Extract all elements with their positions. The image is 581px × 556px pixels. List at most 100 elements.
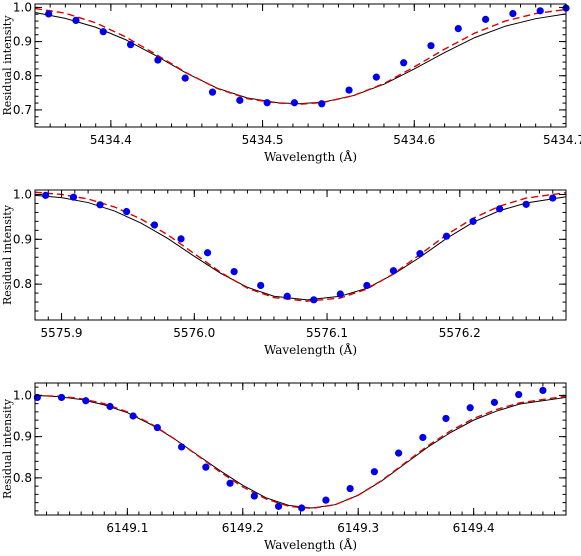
data-point xyxy=(236,96,244,104)
data-point xyxy=(283,292,291,300)
data-point xyxy=(263,99,271,107)
y-tick-label: 0.8 xyxy=(13,277,32,291)
data-point xyxy=(416,250,424,258)
data-point xyxy=(208,88,217,96)
y-tick-label: 0.9 xyxy=(13,430,32,444)
data-point xyxy=(226,479,234,487)
x-tick-label: 5576.2 xyxy=(439,326,481,340)
x-tick-label: 5575.9 xyxy=(41,326,83,340)
data-point xyxy=(298,504,306,512)
data-point xyxy=(129,412,137,420)
data-point xyxy=(427,42,435,50)
data-point xyxy=(99,28,107,36)
data-point xyxy=(346,485,354,493)
y-axis-label: Residual intensity xyxy=(1,204,14,305)
model-line-dashed xyxy=(34,191,567,302)
data-point xyxy=(45,10,53,18)
data-point xyxy=(126,41,135,49)
data-point xyxy=(395,449,403,457)
x-axis-label: Wavelength (Å) xyxy=(264,342,357,357)
x-tick-label: 5434.5 xyxy=(242,133,284,147)
y-tick-label: 0.9 xyxy=(13,232,32,246)
plot-frame xyxy=(34,382,567,516)
data-point xyxy=(419,433,427,442)
data-point xyxy=(203,249,212,257)
y-tick-label: 1.0 xyxy=(13,388,32,402)
data-point xyxy=(230,267,238,276)
data-point xyxy=(150,221,159,229)
x-tick-label: 5434.7 xyxy=(543,133,581,147)
y-axis-label: Residual intensity xyxy=(1,15,14,116)
data-point xyxy=(509,9,517,18)
model-line-dashed xyxy=(34,7,567,105)
x-tick-label: 6149.4 xyxy=(453,521,495,535)
data-point xyxy=(389,267,398,275)
data-point xyxy=(57,393,66,402)
model-line-solid xyxy=(34,12,567,105)
x-tick-label: 6149.1 xyxy=(106,521,148,535)
data-point xyxy=(549,194,557,202)
y-tick-label: 0.9 xyxy=(13,35,32,49)
data-point xyxy=(522,200,530,208)
data-point xyxy=(250,492,258,500)
data-point xyxy=(123,207,131,216)
chart-panel-3: 6149.1 6149.2 6149.3 6149.4 0.8 0.9 1.0 Wavelen… xyxy=(1,382,567,552)
data-point xyxy=(481,15,490,23)
data-point xyxy=(363,281,371,290)
y-axis-label: Residual intensity xyxy=(1,398,14,499)
plot-frame xyxy=(34,3,567,128)
data-point xyxy=(515,390,523,399)
data-point xyxy=(442,232,451,240)
data-point xyxy=(372,73,380,81)
data-point xyxy=(42,191,50,199)
data-point xyxy=(290,99,299,107)
chart-panel-2: 5575.9 5576.0 5576.1 5576.2 0.8 0.9 1.0 Wavelen… xyxy=(1,187,567,357)
x-axis-label: Wavelength (Å) xyxy=(264,149,357,164)
x-tick-label: 5434.6 xyxy=(393,133,435,147)
data-point xyxy=(178,443,186,451)
data-point xyxy=(322,496,330,504)
data-point xyxy=(181,74,189,82)
data-point xyxy=(96,201,104,209)
x-tick-label: 6149.3 xyxy=(337,521,379,535)
data-point xyxy=(469,217,477,225)
x-tick-label: 5576.1 xyxy=(306,326,348,340)
data-point xyxy=(454,25,462,33)
data-point xyxy=(318,100,326,108)
data-point xyxy=(370,468,378,476)
y-tick-label: 0.7 xyxy=(13,103,32,117)
data-point xyxy=(202,463,210,471)
y-tick-label: 0.8 xyxy=(13,471,32,485)
y-tick-label: 1.0 xyxy=(13,0,32,14)
data-point xyxy=(82,397,90,405)
data-point xyxy=(336,290,344,298)
data-point xyxy=(539,386,547,395)
x-tick-label: 5576.0 xyxy=(173,326,215,340)
y-tick-label: 1.0 xyxy=(13,187,32,201)
model-line-dashed xyxy=(34,394,567,510)
data-point xyxy=(69,193,78,201)
data-point xyxy=(400,59,408,67)
y-tick-label: 0.8 xyxy=(13,69,32,83)
data-point xyxy=(466,404,474,412)
data-point xyxy=(496,205,504,213)
chart-panel-1: 5434.4 5434.5 5434.6 5434.7 0.7 0.8 0.9 1.0 Wave… xyxy=(1,0,581,164)
data-point xyxy=(310,296,318,304)
data-point xyxy=(257,281,265,290)
data-point xyxy=(490,398,499,406)
data-point xyxy=(274,502,283,510)
data-point xyxy=(345,86,353,94)
model-line-solid xyxy=(34,194,567,301)
data-point xyxy=(153,423,161,432)
x-axis-label: Wavelength (Å) xyxy=(264,537,357,552)
model-line-solid xyxy=(34,394,567,509)
data-point xyxy=(442,414,450,423)
data-point xyxy=(536,7,544,15)
x-tick-label: 6149.2 xyxy=(222,521,264,535)
data-point xyxy=(177,235,185,243)
x-tick-label: 5434.4 xyxy=(90,133,132,147)
data-point xyxy=(154,56,162,64)
data-point xyxy=(106,402,114,411)
data-point xyxy=(72,16,80,24)
